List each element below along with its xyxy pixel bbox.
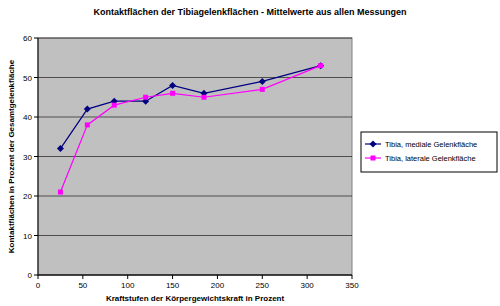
tick <box>34 38 38 39</box>
tick-label: 0 <box>36 281 41 290</box>
tick <box>172 275 173 279</box>
tick <box>82 275 83 279</box>
tick <box>127 275 128 279</box>
legend-label: Tibia, laterale Gelenkfläche <box>385 154 476 163</box>
series-line <box>60 66 320 192</box>
tick-label: 60 <box>23 34 32 43</box>
tick-label: 50 <box>78 281 87 290</box>
point <box>318 63 323 68</box>
tick-label: 50 <box>23 74 32 83</box>
point <box>57 145 64 152</box>
tick-label: 200 <box>211 281 225 290</box>
tick <box>307 275 308 279</box>
point <box>169 82 176 89</box>
x-axis-label: Kraftstufen der Körpergewichtskraft in P… <box>106 294 285 303</box>
tick <box>34 117 38 118</box>
tick-label: 250 <box>256 281 270 290</box>
tick <box>34 77 38 78</box>
point <box>58 190 63 195</box>
plot-area <box>38 38 352 275</box>
title: Kontaktflächen der Tibiagelenkflächen - … <box>94 7 407 17</box>
point <box>170 91 175 96</box>
grid-line <box>38 117 352 118</box>
x-axis <box>38 275 352 276</box>
y-axis-label: Kontaktflächen in Prozent der Gesamtgele… <box>7 59 16 253</box>
point <box>317 62 324 69</box>
legend-marker <box>371 156 376 161</box>
point <box>85 122 90 127</box>
grid-line <box>38 196 352 197</box>
tick <box>34 156 38 157</box>
tick-label: 0 <box>28 271 33 280</box>
grid-line <box>38 156 352 157</box>
grid-line <box>38 235 352 236</box>
tick <box>217 275 218 279</box>
series-line <box>60 66 320 149</box>
tick <box>38 275 39 279</box>
y-axis <box>38 38 39 275</box>
tick <box>34 275 38 276</box>
legend-marker <box>370 141 377 148</box>
tick <box>262 275 263 279</box>
tick-label: 350 <box>345 281 359 290</box>
point <box>260 87 265 92</box>
tick <box>34 235 38 236</box>
tick-label: 100 <box>121 281 135 290</box>
legend-box <box>361 132 497 172</box>
point <box>112 103 117 108</box>
series-group <box>57 62 324 194</box>
grid-line <box>38 38 352 39</box>
point <box>259 78 266 85</box>
tick-label: 300 <box>300 281 314 290</box>
tick-label: 10 <box>23 232 32 241</box>
tick-label: 150 <box>166 281 180 290</box>
legend-label: Tibia, mediale Gelenkfläche <box>385 140 477 149</box>
point <box>84 106 91 113</box>
tick <box>34 196 38 197</box>
point <box>143 95 148 100</box>
chart: 0 10 20 30 40 50 60 0 50 100 150 200 250 300 350 Kontak… <box>0 0 500 306</box>
grid-line <box>38 275 352 276</box>
tick-label: 30 <box>23 153 32 162</box>
point <box>201 95 206 100</box>
tick-label: 20 <box>23 192 32 201</box>
legend: Tibia, mediale Gelenkfläche Tibia, latera… <box>361 132 497 172</box>
tick <box>352 275 353 279</box>
tick-label: 40 <box>23 113 32 122</box>
grid-line <box>38 77 352 78</box>
